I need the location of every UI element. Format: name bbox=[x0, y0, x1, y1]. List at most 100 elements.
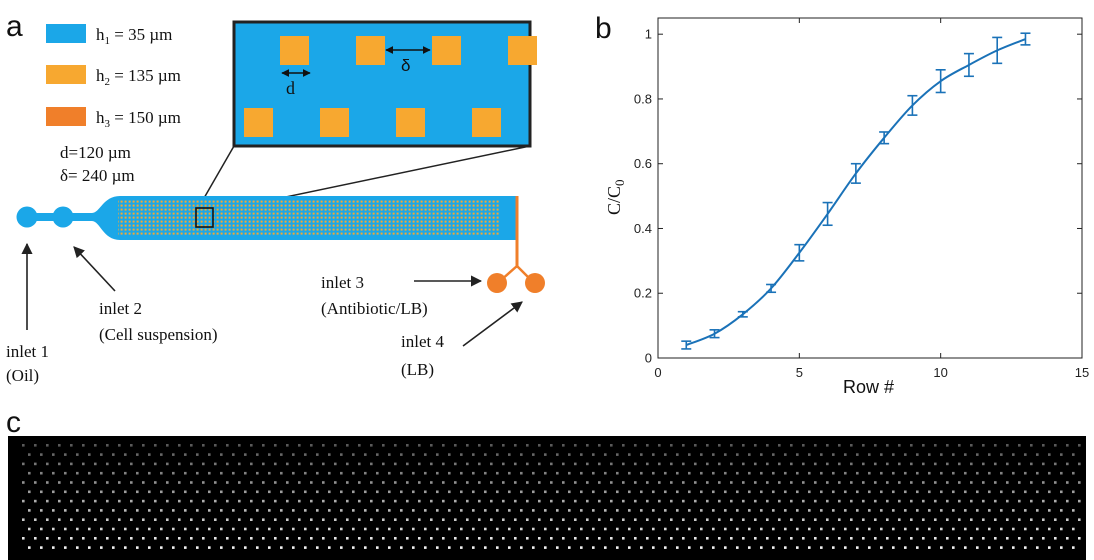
droplet bbox=[190, 537, 193, 540]
droplet bbox=[166, 518, 169, 521]
droplet bbox=[346, 537, 349, 540]
droplet bbox=[40, 527, 43, 531]
droplet bbox=[382, 444, 385, 447]
droplet bbox=[376, 471, 379, 475]
droplet bbox=[880, 509, 883, 512]
droplet bbox=[22, 499, 25, 503]
droplet bbox=[1024, 509, 1027, 512]
inlet-4-desc: (LB) bbox=[401, 360, 434, 379]
droplet bbox=[436, 453, 439, 456]
droplet bbox=[406, 481, 409, 484]
droplet bbox=[814, 499, 817, 503]
droplet bbox=[94, 481, 97, 484]
droplet bbox=[52, 546, 55, 549]
droplet bbox=[490, 537, 493, 540]
droplet bbox=[796, 509, 799, 512]
droplet bbox=[820, 490, 823, 494]
droplet bbox=[178, 481, 181, 484]
droplet bbox=[730, 518, 733, 521]
droplet bbox=[370, 462, 373, 466]
droplet bbox=[472, 546, 475, 549]
droplet bbox=[826, 481, 829, 484]
droplet bbox=[844, 471, 847, 475]
droplet bbox=[208, 546, 211, 549]
droplet bbox=[946, 444, 949, 447]
droplet bbox=[316, 509, 319, 512]
droplet bbox=[784, 527, 787, 531]
droplet bbox=[22, 444, 25, 447]
droplet bbox=[304, 527, 307, 531]
droplet bbox=[328, 527, 331, 531]
droplet bbox=[334, 481, 337, 484]
droplet bbox=[274, 481, 277, 484]
droplet bbox=[28, 490, 31, 494]
droplet bbox=[718, 444, 721, 447]
droplet bbox=[682, 462, 685, 466]
droplet bbox=[268, 527, 271, 531]
droplet bbox=[202, 481, 205, 484]
droplet bbox=[514, 444, 517, 447]
droplet bbox=[886, 518, 889, 521]
droplet bbox=[1018, 444, 1021, 447]
droplet bbox=[448, 471, 451, 475]
droplet bbox=[334, 537, 337, 540]
inlet-4-name: inlet 4 bbox=[401, 332, 444, 351]
droplet bbox=[676, 527, 679, 531]
droplet bbox=[712, 509, 715, 512]
droplet bbox=[1072, 546, 1075, 549]
droplet bbox=[88, 453, 91, 456]
droplet bbox=[784, 546, 787, 549]
droplet bbox=[400, 509, 403, 512]
droplet bbox=[976, 471, 979, 475]
droplet bbox=[424, 546, 427, 549]
droplet bbox=[982, 499, 985, 503]
droplet bbox=[862, 537, 865, 540]
droplet bbox=[736, 490, 739, 494]
droplet bbox=[1042, 481, 1045, 484]
droplet bbox=[928, 527, 931, 531]
droplet bbox=[1048, 546, 1051, 549]
droplet bbox=[796, 527, 799, 531]
droplet bbox=[196, 490, 199, 494]
droplet bbox=[508, 527, 511, 531]
droplet bbox=[466, 499, 469, 503]
droplet bbox=[1036, 453, 1039, 456]
droplet bbox=[310, 537, 313, 540]
droplet bbox=[862, 444, 865, 447]
droplet bbox=[634, 444, 637, 447]
droplet bbox=[748, 546, 751, 549]
droplet bbox=[646, 499, 649, 503]
droplet bbox=[532, 490, 535, 494]
droplet bbox=[1042, 537, 1045, 540]
droplet bbox=[514, 518, 517, 521]
droplet bbox=[988, 546, 991, 549]
droplet bbox=[448, 546, 451, 549]
droplet bbox=[1078, 537, 1081, 540]
channel-segment-2 bbox=[70, 213, 100, 221]
droplet bbox=[352, 509, 355, 512]
droplet bbox=[1078, 462, 1081, 466]
droplet bbox=[466, 537, 469, 540]
droplet bbox=[586, 444, 589, 447]
droplet bbox=[400, 490, 403, 494]
droplet bbox=[700, 527, 703, 531]
droplet bbox=[202, 499, 205, 503]
plot-frame bbox=[657, 17, 1083, 359]
droplet bbox=[718, 499, 721, 503]
droplet bbox=[406, 518, 409, 521]
droplet bbox=[538, 537, 541, 540]
droplet bbox=[550, 537, 553, 540]
droplet bbox=[1072, 490, 1075, 494]
droplet bbox=[664, 509, 667, 512]
droplet bbox=[712, 453, 715, 456]
droplet bbox=[520, 453, 523, 456]
droplet bbox=[544, 453, 547, 456]
y-tick-label: 0.8 bbox=[634, 91, 652, 106]
droplet bbox=[214, 518, 217, 521]
droplet bbox=[376, 453, 379, 456]
droplet bbox=[460, 527, 463, 531]
droplet bbox=[136, 546, 139, 549]
droplet bbox=[1054, 444, 1057, 447]
droplet bbox=[1060, 490, 1063, 494]
droplet bbox=[958, 481, 961, 484]
